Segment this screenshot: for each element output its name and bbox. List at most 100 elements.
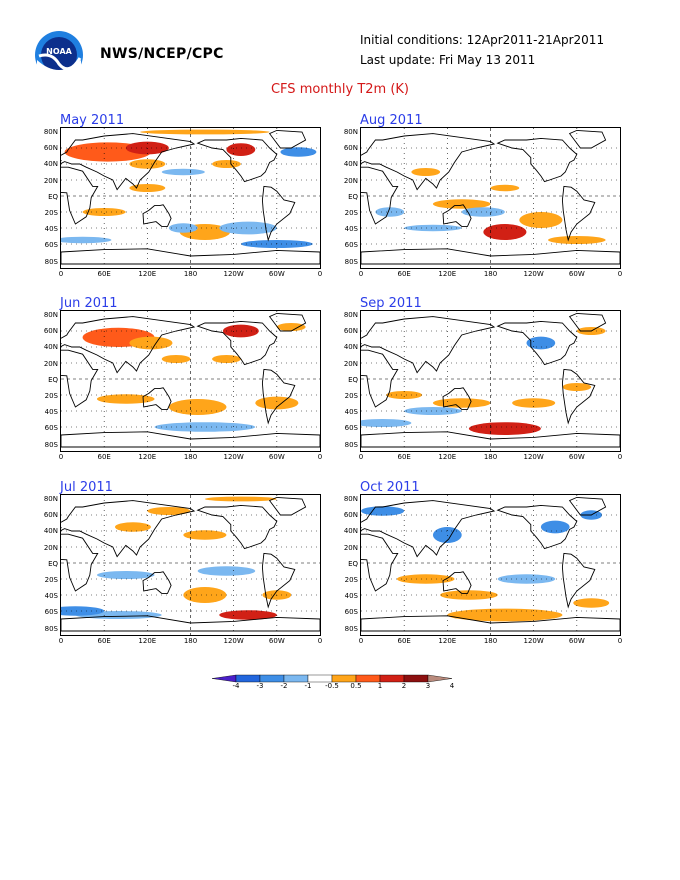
coastline (61, 349, 99, 408)
map-may (60, 127, 321, 269)
colorbar-swatch (403, 674, 429, 683)
lon-tick-label: 0 (617, 637, 623, 645)
lat-tick-label: 40N (343, 527, 358, 536)
anomaly-region (140, 129, 270, 135)
lat-tick-label: 80S (44, 624, 58, 633)
lat-tick-label: EQ (348, 375, 358, 384)
coastline (361, 615, 620, 632)
anomaly-region (255, 396, 299, 410)
lon-tick-label: 0 (317, 453, 323, 461)
anomaly-region (219, 221, 277, 235)
lat-tick-label: 20N (43, 359, 58, 368)
coastline (496, 320, 578, 366)
anomaly-region (197, 566, 256, 576)
initial-conditions: Initial conditions: 12Apr2011-21Apr2011 (360, 33, 605, 47)
lat-tick-label: 20S (44, 392, 58, 400)
coastline (442, 571, 472, 594)
lat-tick-label: 20S (344, 576, 358, 584)
panel-jun: Jun 2011 80N 60N 40N 20N EQ 20S 40S 60S 80S 0 60E 1… (44, 296, 360, 476)
map-oct (360, 494, 621, 636)
lon-tick-label: 0 (617, 453, 623, 461)
lon-tick-label: 60W (568, 637, 585, 645)
anomaly-region (490, 184, 520, 192)
lat-tick-label: 20S (344, 392, 358, 400)
map-jul (60, 494, 321, 636)
lon-tick-label: 180 (183, 270, 198, 278)
lon-tick-label: 60E (397, 453, 411, 461)
lat-tick-label: 60N (43, 511, 58, 520)
coastline (442, 387, 472, 410)
colorbar-swatch (283, 674, 309, 683)
lat-tick-label: 60N (343, 327, 358, 336)
lat-tick-label: 20N (343, 176, 358, 185)
lat-tick-label: 40S (44, 592, 58, 601)
lat-tick-label: 80N (343, 495, 358, 503)
lon-tick-label: 0 (58, 270, 64, 278)
coastline (261, 368, 296, 425)
lat-tick-label: 80N (43, 311, 58, 319)
lat-tick-label: 20S (44, 576, 58, 584)
coastline (561, 185, 596, 242)
lon-tick-label: 120W (523, 453, 544, 461)
lat-tick-label: 40N (343, 160, 358, 169)
anomaly-region (96, 394, 155, 404)
lon-tick-label: 180 (483, 453, 498, 461)
lat-tick-label: 60S (44, 424, 58, 433)
lon-tick-label: 0 (358, 637, 364, 645)
anomaly-region (161, 168, 205, 176)
lat-tick-label: EQ (348, 559, 358, 568)
lat-tick-label: 80S (344, 257, 358, 266)
lon-tick-label: 0 (358, 453, 364, 461)
noaa-logo: NOAA (35, 31, 83, 80)
lat-tick-label: 60N (343, 144, 358, 153)
lat-tick-label: 40N (43, 343, 58, 352)
panel-sep: Sep 2011 80N 60N 40N 20N EQ 20S 40S 60S 80S 0 60E 1… (344, 296, 660, 476)
anomaly-region (154, 422, 256, 432)
coastline (361, 166, 399, 225)
coastline (361, 316, 496, 374)
lon-tick-label: 0 (317, 270, 323, 278)
anomaly-region (440, 590, 498, 600)
agency-name: NWS/NCEP/CPC (100, 46, 224, 62)
coastline (268, 496, 307, 516)
lat-tick-label: 20S (44, 209, 58, 217)
lat-tick-label: EQ (48, 375, 58, 384)
coastline (561, 368, 596, 425)
colorbar-label: 4 (449, 682, 455, 690)
last-update: Last update: Fri May 13 2011 (360, 53, 536, 67)
lat-tick-label: 40S (344, 225, 358, 234)
lat-tick-label: 80S (44, 257, 58, 266)
lon-tick-label: 0 (358, 270, 364, 278)
panel-title: Jul 2011 (60, 480, 113, 495)
anomaly-region (219, 610, 277, 620)
panel-title: May 2011 (60, 113, 125, 128)
anomaly-region (204, 496, 277, 502)
lon-tick-label: 0 (58, 453, 64, 461)
anomaly-region (404, 407, 462, 415)
lat-tick-label: 40S (344, 592, 358, 601)
colorbar-swatch (235, 674, 261, 683)
colorbar: -4 -3 -2 -1 -0.5 0.5 1 2 3 4 (200, 670, 480, 690)
anomaly-region (82, 208, 126, 216)
coastline (568, 129, 607, 149)
map-jun (60, 310, 321, 452)
colorbar-swatch (379, 674, 405, 683)
lon-tick-label: 120E (138, 270, 157, 278)
anomaly-region (276, 323, 306, 331)
lat-tick-label: 80N (343, 128, 358, 136)
lat-tick-label: 80S (344, 440, 358, 449)
lon-tick-label: 60W (568, 453, 585, 461)
coastline (496, 504, 578, 550)
lat-tick-label: 60S (344, 241, 358, 250)
anomaly-region (61, 606, 105, 616)
lat-tick-label: 80N (343, 311, 358, 319)
panel-jul: Jul 2011 80N 60N 40N 20N EQ 20S 40S 60S 80S 0 60E 1… (44, 480, 360, 660)
coastline (361, 431, 620, 448)
lat-tick-label: 40N (43, 160, 58, 169)
lon-tick-label: 120E (138, 637, 157, 645)
coastline (196, 320, 278, 366)
coastline (61, 615, 320, 632)
colorbar-swatch (259, 674, 285, 683)
anomaly-region (129, 336, 173, 350)
anomaly-region (386, 391, 423, 399)
